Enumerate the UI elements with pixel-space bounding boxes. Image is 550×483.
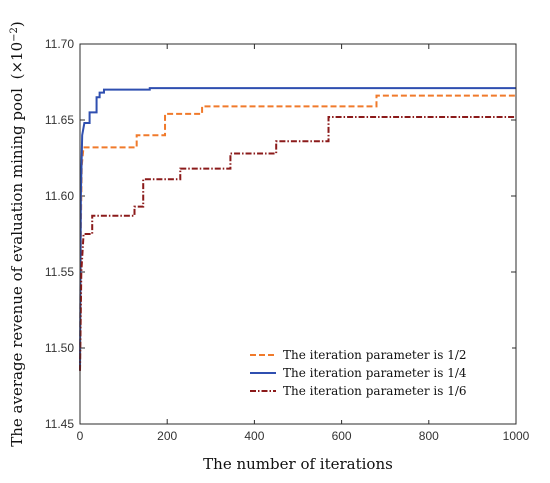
y-tick-label: 11.45 (45, 417, 74, 431)
x-tick-label: 200 (157, 429, 177, 443)
plot-frame (79, 43, 517, 425)
x-tick-label: 400 (244, 429, 264, 443)
series-line-2 (79, 87, 516, 371)
legend-label-3: The iteration parameter is 1/6 (283, 384, 467, 398)
legend-label-1: The iteration parameter is 1/2 (283, 348, 467, 362)
y-tick-label: 11.65 (45, 113, 74, 127)
x-tick-label: 800 (419, 429, 439, 443)
y-axis-label-unit-close: ) (8, 21, 26, 27)
legend: The iteration parameter is 1/2 The iterat… (244, 339, 512, 420)
y-axis-label-unit-exponent: −2 (9, 27, 20, 42)
y-axis-label-unit: (×10 (8, 42, 26, 80)
x-axis-label: The number of iterations (203, 455, 393, 473)
y-tick-label: 11.50 (45, 341, 74, 355)
y-tick-label: 11.55 (45, 265, 74, 279)
x-tick-label: 1000 (503, 429, 530, 443)
y-tick-label: 11.60 (45, 189, 74, 203)
y-axis-label-text: The average revenue of evaluation mining… (8, 88, 26, 447)
legend-box (244, 339, 512, 420)
series-line-1 (79, 94, 516, 364)
legend-label-2: The iteration parameter is 1/4 (283, 366, 467, 380)
y-tick-label: 11.70 (45, 37, 74, 51)
x-tick-label: 600 (332, 429, 352, 443)
x-tick-label: 0 (77, 429, 84, 443)
y-axis-label: The average revenue of evaluation mining… (8, 21, 26, 447)
series-line-3 (79, 115, 516, 371)
